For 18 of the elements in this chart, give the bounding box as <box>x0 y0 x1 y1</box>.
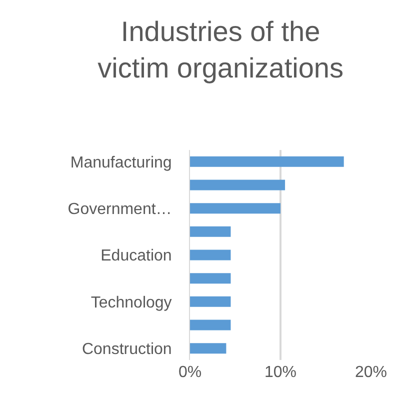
bar <box>190 180 286 190</box>
y-tick-label: Education <box>100 248 172 265</box>
bar <box>190 273 231 284</box>
bar <box>190 320 231 330</box>
bar <box>190 296 231 307</box>
chart-title: Industries of the victim organizations <box>98 16 344 84</box>
y-tick-label: Government… <box>68 200 172 218</box>
x-tick-label: 10% <box>264 364 297 381</box>
bar <box>190 203 280 214</box>
bar <box>190 226 231 237</box>
x-tick-label: 0% <box>178 364 202 381</box>
bar <box>190 156 344 167</box>
bar <box>190 250 231 260</box>
y-tick-label: Construction <box>82 340 172 358</box>
y-tick-label: Manufacturing <box>70 154 172 172</box>
bar <box>190 343 226 354</box>
x-tick-label: 20% <box>354 364 388 381</box>
y-tick-label: Technology <box>90 294 172 312</box>
